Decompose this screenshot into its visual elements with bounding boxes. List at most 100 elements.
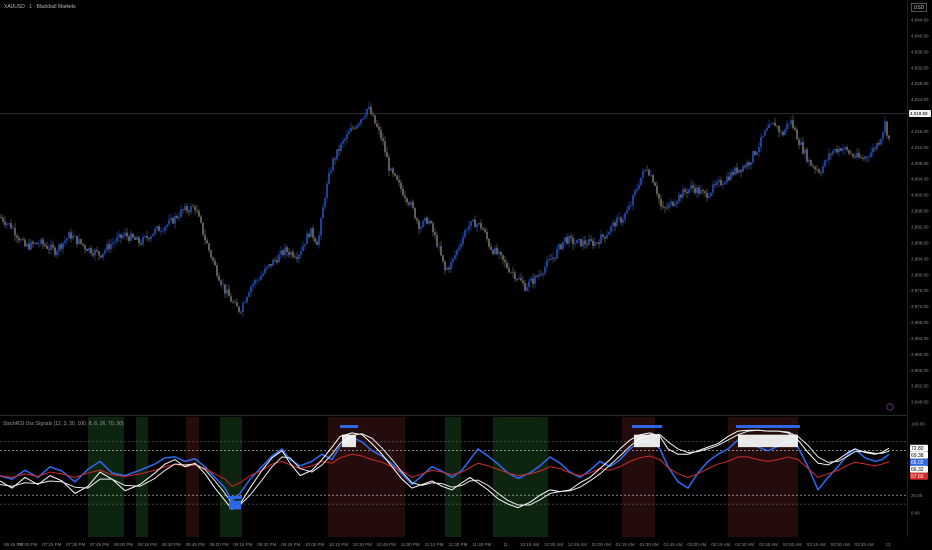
- time-tick-label: 07:15 PM: [42, 542, 62, 547]
- candle-body: [468, 226, 470, 230]
- candle-body: [408, 202, 410, 205]
- candle-body: [788, 123, 790, 125]
- candle-body: [264, 268, 266, 274]
- price-axis[interactable]: 4,044.00 4,040.00 4,036.00 4,032.00 4,028.00…: [911, 18, 929, 405]
- candle-body: [446, 267, 448, 270]
- bull-zone: [220, 417, 242, 537]
- candle-body: [246, 296, 248, 303]
- candle-body: [110, 243, 112, 250]
- candle-body: [328, 172, 330, 184]
- value-tag-label: 72.80: [911, 446, 924, 452]
- candle-body: [72, 235, 74, 239]
- candle-body: [480, 222, 482, 229]
- candle-body: [624, 213, 626, 220]
- candle-body: [366, 108, 368, 116]
- candle-body: [380, 129, 382, 139]
- candle-body: [188, 210, 190, 213]
- candle-body: [490, 246, 492, 250]
- candle-body: [616, 217, 618, 227]
- candle-body: [644, 169, 646, 172]
- candle-body: [780, 131, 782, 133]
- candle-body: [746, 162, 748, 168]
- candle-body: [174, 215, 176, 224]
- candle-body: [46, 245, 48, 249]
- candle-body: [626, 210, 628, 214]
- candle-body: [776, 125, 778, 127]
- candle-body: [150, 236, 152, 240]
- price-tick-label: 3,984.00: [911, 256, 929, 261]
- candle-body: [782, 131, 784, 136]
- candle-body: [250, 286, 252, 293]
- candle-body: [206, 240, 208, 244]
- time-tick-label: 01:30 AM: [640, 542, 659, 547]
- candle-body: [262, 273, 264, 277]
- candle-body: [384, 141, 386, 153]
- candle-body: [164, 226, 166, 231]
- candle-body: [800, 142, 802, 146]
- candle-body: [634, 190, 636, 196]
- candle-body: [700, 190, 702, 194]
- time-tick-label: 02:00 AM: [687, 542, 706, 547]
- candle-body: [822, 166, 824, 173]
- candle-body: [888, 135, 890, 139]
- candle-body: [290, 251, 292, 255]
- candle-body: [334, 158, 336, 160]
- candle-body: [868, 157, 870, 158]
- candle-body: [760, 137, 762, 148]
- candle-body: [456, 249, 458, 256]
- candle-body: [58, 244, 60, 252]
- candle-body: [2, 217, 4, 222]
- candle-body: [766, 128, 768, 131]
- candle-body: [534, 275, 536, 284]
- candle-body: [116, 237, 118, 242]
- candle-body: [676, 201, 678, 204]
- candle-body: [70, 232, 72, 239]
- time-tick-label: 07:45 PM: [90, 542, 110, 547]
- candle-body: [56, 251, 58, 255]
- candle-body: [122, 235, 124, 238]
- price-tick-label: 3,968.00: [911, 320, 929, 325]
- time-tick-label: 07:00 PM: [18, 542, 38, 547]
- candle-body: [730, 172, 732, 181]
- candle-body: [400, 182, 402, 189]
- candle-body: [406, 198, 408, 203]
- candle-body: [232, 301, 234, 303]
- candle-body: [386, 152, 388, 158]
- bear-zone: [328, 417, 405, 537]
- candle-body: [466, 229, 468, 231]
- candle-body: [744, 166, 746, 168]
- candle-body: [62, 242, 64, 249]
- candle-body: [308, 233, 310, 238]
- candle-body: [510, 271, 512, 273]
- indicator-label[interactable]: StochRSI Osc Signals (12, 3, 30, 100, 8,…: [3, 421, 124, 427]
- candle-body: [412, 201, 414, 208]
- indicator-settings-icon[interactable]: [886, 403, 894, 411]
- candle-body: [248, 292, 250, 297]
- time-tick-label: 08:45 PM: [186, 542, 206, 547]
- oscillator-tick-label: 100.00: [911, 422, 925, 427]
- candle-body: [428, 220, 430, 224]
- candle-body: [862, 157, 864, 159]
- candle-body: [286, 247, 288, 253]
- candle-body: [832, 150, 834, 155]
- candle-body: [648, 169, 650, 176]
- price-tick-label: 4,008.00: [911, 161, 929, 166]
- candle-body: [568, 236, 570, 244]
- candle-body: [196, 210, 198, 212]
- candle-body: [652, 174, 654, 183]
- currency-button[interactable]: USD: [911, 3, 927, 12]
- candle-body: [10, 223, 12, 229]
- candle-body: [570, 236, 572, 238]
- candle-body: [158, 226, 160, 232]
- bull-zone: [136, 417, 148, 537]
- candle-body: [638, 185, 640, 189]
- price-tick-label: 4,028.00: [911, 81, 929, 86]
- candle-body: [180, 209, 182, 217]
- overbought-fill: [738, 434, 798, 448]
- candle-body: [866, 156, 868, 158]
- candle-body: [574, 243, 576, 245]
- candle-body: [192, 206, 194, 207]
- candle-body: [578, 239, 580, 240]
